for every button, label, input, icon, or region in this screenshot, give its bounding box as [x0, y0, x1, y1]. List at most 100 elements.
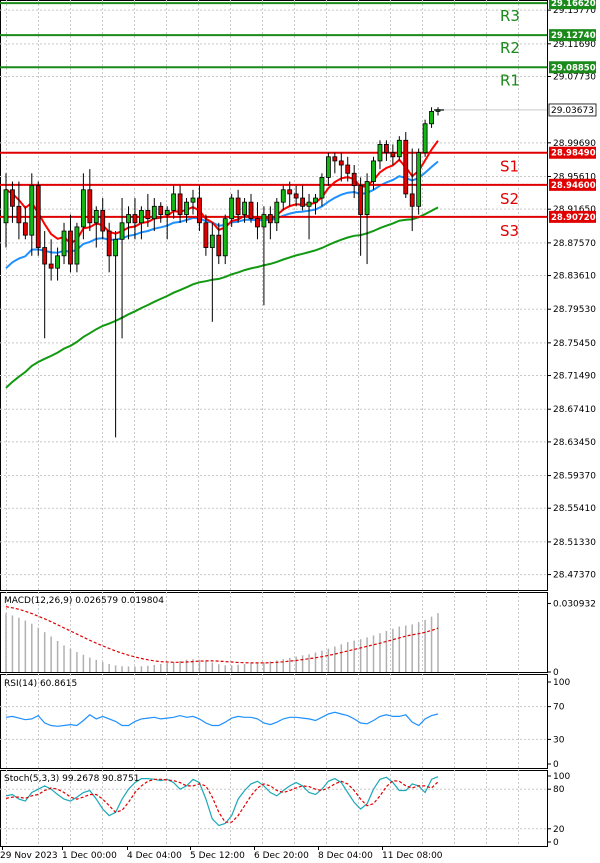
candle-body — [229, 197, 235, 220]
level-name-s3: S3 — [500, 222, 519, 240]
rsi-frame — [0, 674, 548, 769]
level-price-box-r1 — [549, 61, 596, 74]
candle-body — [351, 172, 357, 187]
candle-body — [145, 210, 151, 220]
macd-panel: 0.030932 0 MACD(12,26,9) 0.026579 0.019804 — [0, 592, 596, 678]
candle-body — [190, 197, 196, 203]
price-y-tick-label: 28.63450 — [553, 438, 596, 448]
price-y-tick-label: 28.95610 — [553, 173, 596, 183]
candle-body — [3, 189, 9, 224]
candle-body — [429, 110, 434, 125]
price-panel: 29.15770 29.11690 29.07730 28.99690 28.95610… — [0, 0, 597, 591]
stoch-y-tick-label: 0 — [553, 838, 559, 848]
level-price-label-s3: 28.90720 — [551, 213, 596, 223]
candle-body — [306, 201, 312, 207]
macd-y-tick-label: 0 — [553, 668, 559, 678]
candle-body — [377, 144, 383, 162]
stoch-y-tick-label: 80 — [553, 785, 565, 795]
candle-body — [139, 210, 144, 224]
macd-frame — [0, 592, 548, 673]
price-y-tick-label: 28.51330 — [553, 538, 596, 548]
current-price-box — [548, 103, 597, 117]
current-price-label: 29.03673 — [551, 106, 594, 116]
candle-body — [171, 193, 177, 211]
candle-body — [235, 197, 241, 215]
x-tick-label: 1 Dec 00:00 — [62, 851, 117, 861]
price-y-tick-label: 28.87570 — [553, 239, 596, 249]
candle-body — [100, 210, 106, 232]
rsi-y-tick-label: 70 — [553, 703, 565, 713]
candle-body — [345, 164, 351, 174]
candle-body — [338, 160, 344, 166]
candle-body — [248, 201, 254, 220]
x-tick-label: 8 Dec 04:00 — [318, 851, 373, 861]
macd-label: MACD(12,26,9) 0.026579 0.019804 — [4, 596, 164, 606]
candle-body — [35, 185, 41, 248]
level-price-label-s2: 28.94600 — [551, 181, 596, 191]
stoch-frame — [0, 770, 548, 847]
x-tick-label: 29 Nov 2023 — [0, 851, 58, 861]
candle-body — [409, 193, 415, 207]
candle-body — [48, 263, 54, 269]
candle-body — [325, 156, 331, 178]
candle-body — [106, 230, 112, 257]
level-name-r1: R1 — [500, 71, 520, 89]
level-price-box-r2 — [549, 29, 596, 42]
price-frame — [0, 0, 548, 591]
x-axis: 29 Nov 2023 1 Dec 00:00 4 Dec 04:00 5 Dec 1… — [0, 846, 443, 861]
candle-body — [10, 189, 15, 207]
candle-body — [390, 152, 396, 158]
candle-body — [126, 214, 131, 224]
ma-slow-line — [5, 206, 439, 389]
candle-body — [197, 197, 202, 224]
price-y-tick-label: 28.59370 — [553, 472, 596, 482]
candle-body — [16, 205, 22, 224]
rsi-y-tick-label: 0 — [553, 760, 559, 770]
candle-body — [242, 201, 247, 215]
stoch-panel: 100 80 20 0 Stoch(5,3,3) 99.2678 90.8751 — [0, 770, 570, 848]
price-y-tick-label: 29.07730 — [553, 72, 596, 82]
price-y-tick-label: 28.99690 — [553, 139, 596, 149]
price-y-tick-label: 29.11690 — [553, 40, 596, 50]
rsi-label: RSI(14) 60.8615 — [4, 679, 77, 689]
price-y-tick-label: 28.83610 — [553, 272, 596, 282]
price-y-tick-label: 28.91650 — [553, 205, 596, 215]
candle-body — [261, 214, 267, 228]
candle-body — [87, 189, 93, 224]
level-price-label-r2: 29.12740 — [551, 31, 596, 41]
candle-body — [22, 222, 28, 236]
price-y-tick-label: 28.71490 — [553, 372, 596, 382]
candle-body — [416, 152, 422, 207]
candle-body — [384, 144, 389, 154]
candle-body — [274, 201, 280, 224]
rsi-y-tick-label: 100 — [553, 678, 570, 688]
candle-body — [119, 222, 125, 240]
candle-body — [113, 238, 119, 257]
price-y-tick-label: 29.15770 — [553, 6, 596, 16]
macd-y-tick-label: 0.030932 — [553, 599, 596, 609]
level-price-box-s3 — [549, 210, 596, 223]
candle-body — [151, 205, 157, 220]
candle-body — [132, 214, 138, 224]
price-y-tick-label: 28.79530 — [553, 305, 596, 315]
level-price-label-r3: 29.16620 — [551, 0, 596, 9]
candle-body — [364, 181, 370, 215]
candle-body — [74, 226, 80, 265]
candle-body — [358, 185, 364, 215]
candle-body — [332, 156, 338, 162]
rsi-panel: 100 70 30 0 RSI(14) 60.8615 — [0, 674, 570, 770]
price-y-tick-label: 28.47370 — [553, 571, 596, 581]
x-tick-label: 6 Dec 20:00 — [254, 851, 309, 861]
price-y-tick-label: 28.75450 — [553, 339, 596, 349]
candle-body — [29, 185, 35, 236]
candle-body — [184, 201, 189, 215]
level-price-label-r1: 29.08850 — [551, 63, 596, 73]
candle-body — [158, 205, 164, 215]
stoch-d-line — [5, 778, 439, 823]
candle-body — [42, 247, 48, 265]
x-tick-label: 11 Dec 08:00 — [382, 851, 443, 861]
level-name-s1: S1 — [500, 158, 519, 176]
level-name-r2: R2 — [500, 39, 520, 57]
candle-body — [267, 214, 273, 224]
